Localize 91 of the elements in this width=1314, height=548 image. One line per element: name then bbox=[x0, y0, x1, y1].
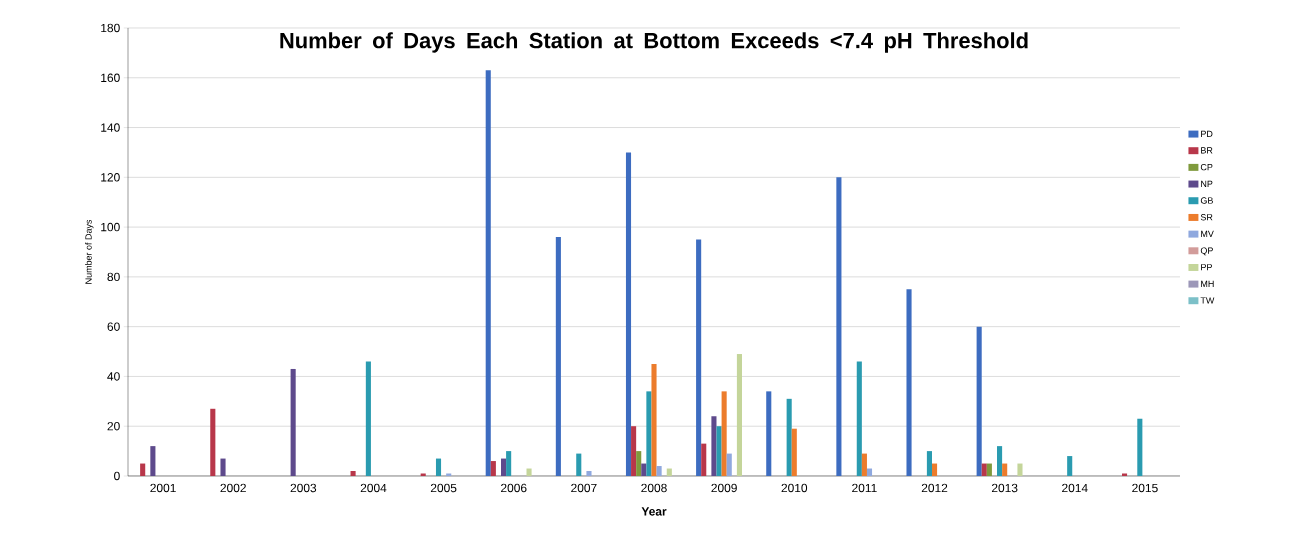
x-tick-label: 2012 bbox=[921, 483, 948, 493]
bar bbox=[716, 426, 722, 476]
bar bbox=[365, 361, 371, 476]
legend-label: SR bbox=[1200, 214, 1213, 221]
legend-label: NP bbox=[1201, 180, 1213, 187]
legend-label: MV bbox=[1201, 230, 1214, 237]
bar bbox=[446, 473, 452, 476]
bar bbox=[1121, 473, 1128, 476]
bar bbox=[576, 453, 582, 476]
bar bbox=[736, 354, 742, 476]
y-tick-label: 140 bbox=[101, 123, 120, 132]
y-tick-label: 0 bbox=[114, 471, 120, 481]
bar bbox=[586, 471, 592, 476]
bar bbox=[976, 326, 982, 476]
bar bbox=[666, 468, 672, 476]
legend-label: PD bbox=[1201, 130, 1213, 137]
bar bbox=[490, 461, 496, 476]
bar bbox=[631, 426, 637, 476]
bar bbox=[701, 443, 707, 476]
y-tick-label: 120 bbox=[101, 173, 120, 182]
legend-label: BR bbox=[1201, 147, 1213, 154]
x-tick-label: 2011 bbox=[852, 483, 877, 493]
legend-label: CP bbox=[1200, 163, 1213, 171]
bar bbox=[986, 463, 992, 476]
bar bbox=[926, 451, 932, 476]
bar bbox=[931, 463, 938, 476]
bar bbox=[861, 453, 867, 476]
bar bbox=[786, 398, 792, 476]
x-tick-label: 2004 bbox=[360, 483, 387, 493]
bar bbox=[997, 446, 1003, 476]
bar bbox=[906, 289, 912, 476]
y-tick-label: 100 bbox=[101, 222, 120, 232]
x-tick-label: 2001 bbox=[150, 483, 176, 493]
bar bbox=[625, 152, 632, 476]
x-tick-label: 2002 bbox=[220, 483, 246, 493]
bar bbox=[555, 237, 561, 476]
bar bbox=[350, 471, 356, 476]
bar bbox=[721, 391, 727, 476]
legend-label: QP bbox=[1200, 247, 1213, 256]
bar bbox=[711, 416, 717, 476]
bar bbox=[290, 368, 296, 476]
x-tick-label: 2014 bbox=[1062, 483, 1088, 493]
x-tick-label: 2003 bbox=[290, 483, 317, 493]
bar bbox=[1017, 463, 1023, 476]
bar bbox=[150, 446, 156, 476]
chart-title: Number of Days Each Station at Bottom Exceeds <7.4 pH Threshold bbox=[280, 32, 1028, 53]
y-tick-label: 60 bbox=[107, 322, 120, 331]
y-tick-label: 180 bbox=[101, 23, 120, 33]
bar bbox=[1002, 463, 1008, 476]
bar bbox=[726, 453, 732, 476]
bar bbox=[836, 177, 842, 476]
bar bbox=[651, 363, 657, 476]
x-tick-label: 2005 bbox=[430, 483, 457, 493]
bar bbox=[866, 468, 873, 476]
bar bbox=[220, 458, 226, 476]
bar bbox=[1137, 418, 1143, 476]
bar bbox=[526, 468, 532, 476]
bar bbox=[636, 451, 642, 476]
legend-label: PP bbox=[1201, 264, 1212, 271]
x-tick-label: 2015 bbox=[1132, 483, 1158, 493]
y-axis-title: Number of Days bbox=[85, 219, 94, 284]
bar bbox=[641, 463, 647, 476]
bar bbox=[791, 428, 797, 476]
bar bbox=[646, 391, 652, 476]
bar bbox=[981, 463, 987, 476]
bar bbox=[210, 408, 216, 476]
bar bbox=[420, 473, 426, 476]
bar bbox=[140, 463, 146, 476]
x-tick-label: 2008 bbox=[641, 483, 667, 493]
bar bbox=[656, 466, 662, 476]
bar bbox=[856, 361, 862, 476]
y-tick-label: 80 bbox=[107, 272, 120, 282]
x-tick-label: 2009 bbox=[711, 483, 737, 493]
x-tick-label: 2006 bbox=[501, 483, 527, 493]
bar bbox=[506, 451, 512, 476]
y-tick-label: 20 bbox=[107, 421, 120, 431]
bar bbox=[485, 70, 491, 476]
legend-label: TW bbox=[1200, 297, 1215, 304]
x-tick-label: 2013 bbox=[991, 483, 1018, 493]
bar bbox=[766, 391, 772, 476]
x-tick-label: 2010 bbox=[781, 483, 808, 493]
bar bbox=[1067, 456, 1073, 476]
y-tick-label: 40 bbox=[107, 372, 120, 381]
bar bbox=[696, 239, 702, 476]
bar bbox=[500, 458, 507, 476]
bar bbox=[435, 458, 442, 476]
legend-label: MH bbox=[1201, 280, 1214, 287]
x-tick-label: 2007 bbox=[571, 483, 597, 493]
y-tick-label: 160 bbox=[101, 73, 120, 82]
legend-label: GB bbox=[1200, 197, 1213, 204]
x-axis-title: Year bbox=[641, 507, 667, 516]
